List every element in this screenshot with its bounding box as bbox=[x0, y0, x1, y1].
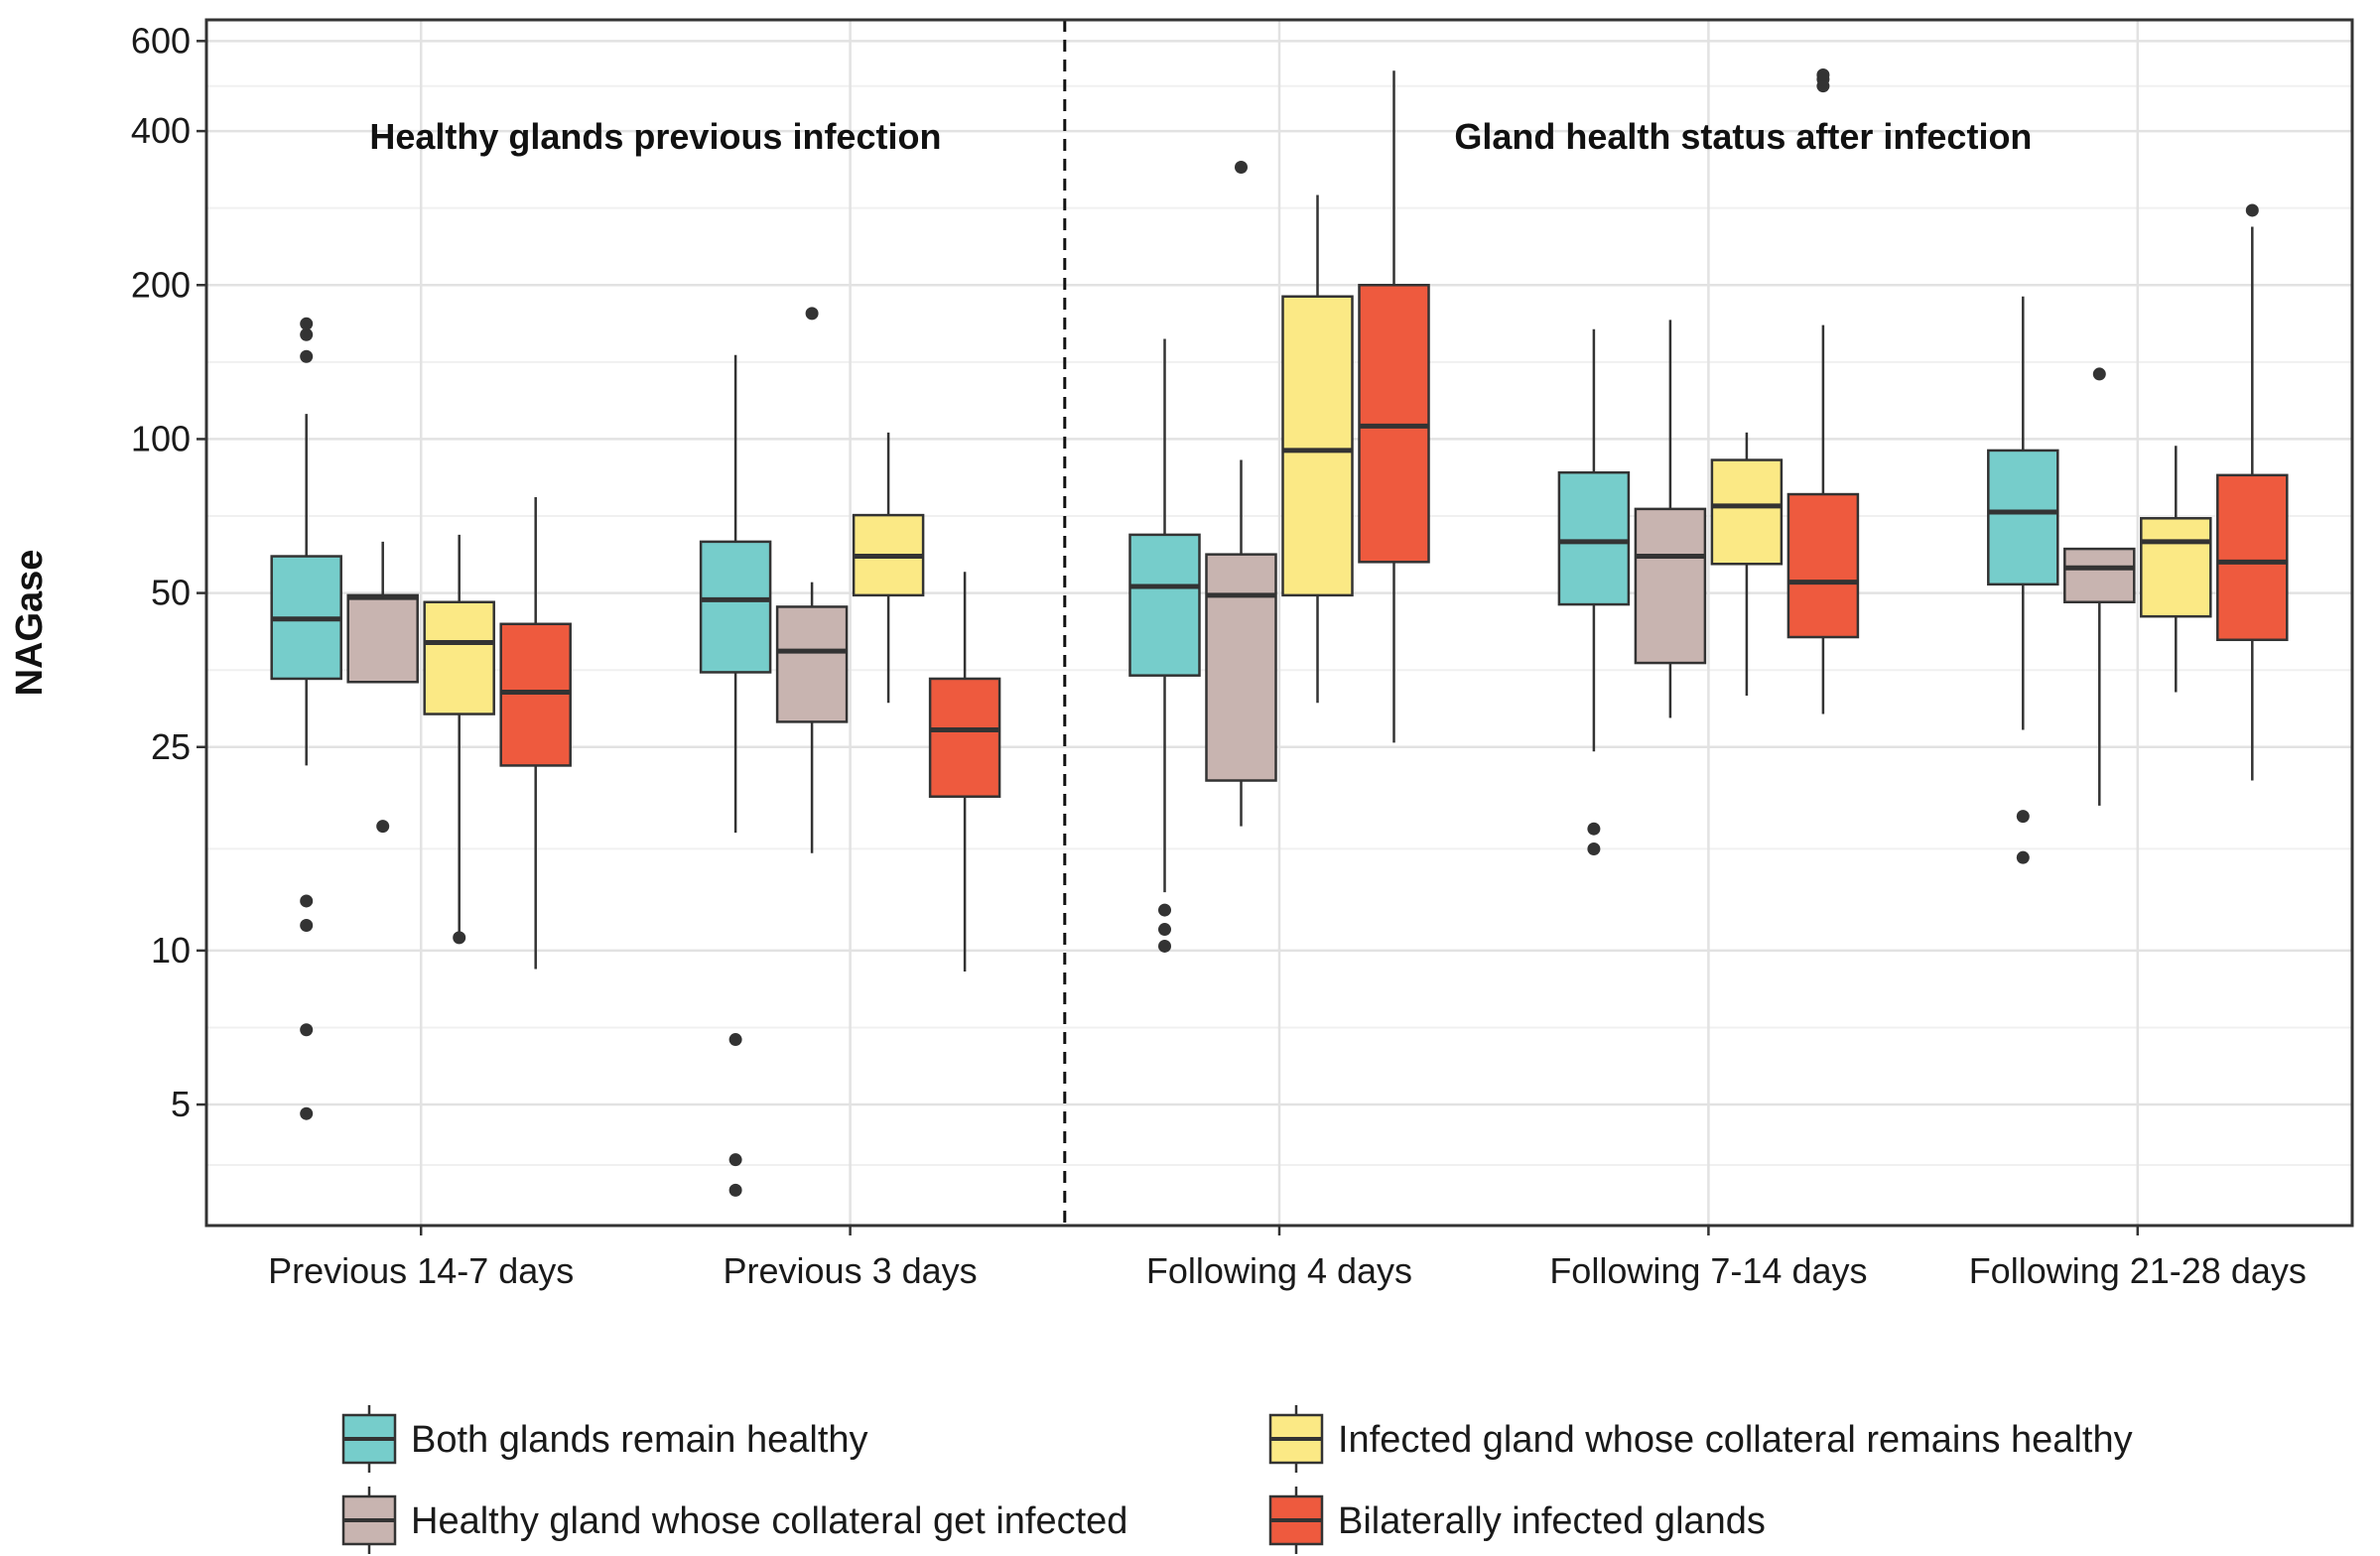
box-iqr bbox=[1786, 492, 1860, 639]
outlier-point bbox=[300, 1106, 314, 1120]
series-bilaterally-infected-glands bbox=[499, 68, 2289, 972]
box-both-glands-remain-healthy-following-4-days bbox=[1128, 338, 1201, 953]
outlier-point bbox=[1158, 923, 1171, 937]
outlier-point bbox=[728, 1033, 742, 1047]
outlier-point bbox=[728, 1153, 742, 1167]
x-tick-label-previous-14-7-days: Previous 14-7 days bbox=[268, 1250, 574, 1291]
box-healthy-gland-whose-collateral-get-infected-following-21-28-days bbox=[2063, 367, 2136, 806]
legend-label: Healthy gland whose collateral get infec… bbox=[411, 1500, 1127, 1542]
boxes bbox=[270, 68, 2289, 1197]
x-axis: Previous 14-7 days Previous 3 days Followi… bbox=[268, 1226, 2307, 1291]
box-infected-gland-whose-collateral-remains-healthy-previous-3-days bbox=[852, 432, 925, 704]
outlier-point bbox=[2016, 810, 2030, 824]
outlier-point bbox=[300, 317, 314, 330]
box-iqr bbox=[2140, 517, 2212, 618]
legend-item-both-glands-remain-healthy: Both glands remain healthy bbox=[341, 1405, 868, 1473]
annotation-right: Gland health status after infection bbox=[1454, 116, 2032, 157]
box-iqr bbox=[1358, 284, 1430, 564]
box-both-glands-remain-healthy-following-7-14-days bbox=[1557, 328, 1631, 855]
y-axis: 5 10 25 50 100 200 400 600 bbox=[131, 20, 206, 1124]
box-iqr bbox=[928, 677, 1001, 798]
box-healthy-gland-whose-collateral-get-infected-previous-14-7-days bbox=[346, 541, 419, 834]
y-tick-label: 5 bbox=[171, 1084, 191, 1124]
box-both-glands-remain-healthy-following-21-28-days bbox=[1987, 296, 2059, 864]
box-infected-gland-whose-collateral-remains-healthy-following-7-14-days bbox=[1710, 432, 1784, 697]
legend-label: Bilaterally infected glands bbox=[1338, 1500, 1766, 1542]
y-tick-label: 400 bbox=[131, 110, 191, 151]
legend: Both glands remain healthy Healthy gland … bbox=[341, 1405, 2133, 1554]
box-iqr bbox=[2063, 547, 2136, 603]
legend-item-healthy-gland-whose-collateral-get-infected: Healthy gland whose collateral get infec… bbox=[341, 1487, 1127, 1554]
box-iqr bbox=[775, 605, 849, 723]
y-tick-label: 10 bbox=[151, 930, 191, 971]
box-iqr bbox=[1205, 553, 1277, 782]
box-infected-gland-whose-collateral-remains-healthy-following-4-days bbox=[1281, 194, 1354, 704]
outlier-point bbox=[1158, 939, 1171, 953]
box-healthy-gland-whose-collateral-get-infected-previous-3-days bbox=[775, 307, 849, 853]
series-infected-gland-whose-collateral-remains-healthy bbox=[423, 194, 2212, 945]
box-healthy-gland-whose-collateral-get-infected-following-4-days bbox=[1205, 160, 1277, 827]
outlier-point bbox=[1816, 68, 1830, 82]
legend-label: Both glands remain healthy bbox=[411, 1419, 868, 1461]
box-iqr bbox=[2216, 473, 2289, 642]
box-iqr bbox=[699, 540, 772, 674]
box-iqr bbox=[423, 600, 495, 715]
box-bilaterally-infected-glands-following-4-days bbox=[1358, 70, 1430, 743]
y-tick-label: 100 bbox=[131, 418, 191, 458]
box-iqr bbox=[1710, 458, 1784, 566]
outlier-point bbox=[300, 327, 314, 341]
outlier-point bbox=[805, 307, 819, 321]
box-bilaterally-infected-glands-following-21-28-days bbox=[2216, 203, 2289, 781]
box-bilaterally-infected-glands-previous-3-days bbox=[928, 572, 1001, 972]
y-tick-label: 25 bbox=[151, 726, 191, 767]
box-iqr bbox=[1634, 507, 1707, 665]
y-tick-label: 600 bbox=[131, 20, 191, 61]
x-tick-label-following-21-28-days: Following 21-28 days bbox=[1969, 1250, 2307, 1291]
outlier-point bbox=[300, 349, 314, 363]
outlier-point bbox=[1158, 903, 1171, 917]
plot-panel-border bbox=[204, 18, 2354, 1228]
outlier-point bbox=[300, 1023, 314, 1037]
box-bilaterally-infected-glands-previous-14-7-days bbox=[499, 496, 572, 970]
box-both-glands-remain-healthy-previous-14-7-days bbox=[270, 317, 342, 1120]
box-healthy-gland-whose-collateral-get-infected-following-7-14-days bbox=[1634, 320, 1707, 718]
legend-item-infected-gland-whose-collateral-remains-healthy: Infected gland whose collateral remains … bbox=[1268, 1405, 2133, 1473]
box-iqr bbox=[1128, 533, 1201, 677]
box-iqr bbox=[499, 622, 572, 767]
box-iqr bbox=[1281, 295, 1354, 597]
series-healthy-gland-whose-collateral-get-infected bbox=[346, 160, 2136, 853]
outlier-point bbox=[2245, 203, 2259, 217]
y-tick-label: 200 bbox=[131, 264, 191, 305]
outlier-point bbox=[2016, 850, 2030, 864]
box-bilaterally-infected-glands-following-7-14-days bbox=[1786, 68, 1860, 714]
outlier-point bbox=[2092, 367, 2106, 381]
outlier-point bbox=[453, 931, 466, 945]
outlier-point bbox=[1587, 822, 1601, 836]
annotation-left: Healthy glands previous infection bbox=[369, 116, 941, 157]
box-iqr bbox=[1987, 449, 2059, 586]
box-iqr bbox=[346, 593, 419, 684]
box-infected-gland-whose-collateral-remains-healthy-previous-14-7-days bbox=[423, 534, 495, 945]
series-both-glands-remain-healthy bbox=[270, 296, 2059, 1197]
box-infected-gland-whose-collateral-remains-healthy-following-21-28-days bbox=[2140, 446, 2212, 693]
legend-label: Infected gland whose collateral remains … bbox=[1338, 1419, 2133, 1461]
x-tick-label-previous-3-days: Previous 3 days bbox=[724, 1250, 978, 1291]
box-both-glands-remain-healthy-previous-3-days bbox=[699, 354, 772, 1197]
legend-item-bilaterally-infected-glands: Bilaterally infected glands bbox=[1268, 1487, 1766, 1554]
x-tick-label-following-7-14-days: Following 7-14 days bbox=[1549, 1250, 1867, 1291]
outlier-point bbox=[300, 894, 314, 908]
outlier-point bbox=[1587, 842, 1601, 855]
y-axis-title: NAGase bbox=[9, 550, 51, 697]
outlier-point bbox=[1235, 160, 1248, 174]
x-tick-label-following-4-days: Following 4 days bbox=[1146, 1250, 1412, 1291]
outlier-point bbox=[300, 919, 314, 933]
y-tick-label: 50 bbox=[151, 573, 191, 613]
outlier-point bbox=[728, 1183, 742, 1197]
outlier-point bbox=[376, 820, 390, 834]
box-iqr bbox=[1557, 470, 1631, 606]
